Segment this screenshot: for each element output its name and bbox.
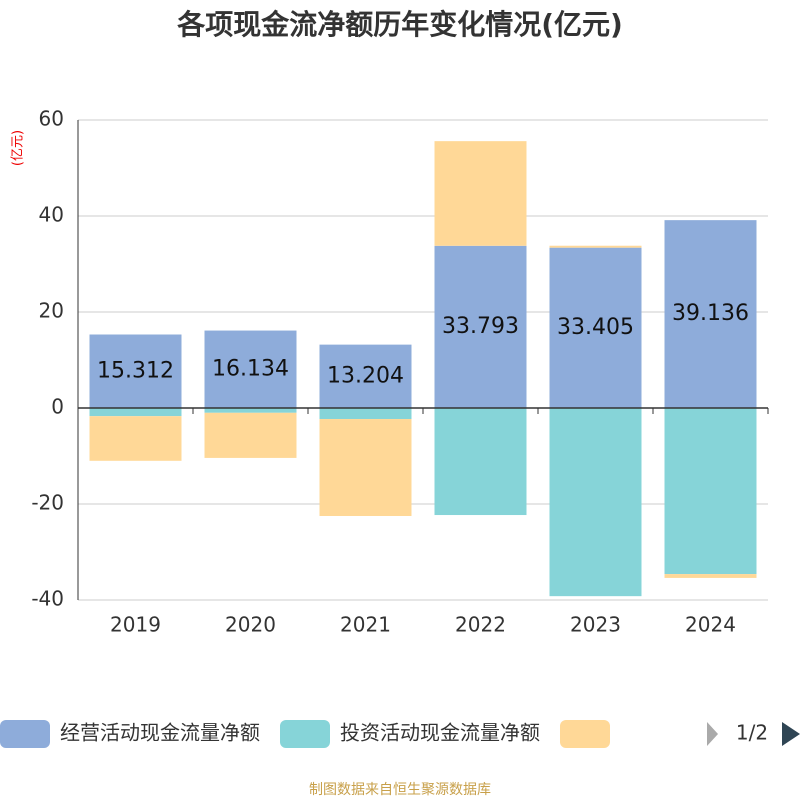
data-label: 33.405 <box>557 315 634 340</box>
bar <box>89 334 182 408</box>
bar <box>89 416 182 461</box>
y-tick-label: -40 <box>31 587 64 611</box>
x-tick-label: 2022 <box>455 613 506 637</box>
x-tick-label: 2019 <box>110 613 161 637</box>
y-tick-label: 40 <box>39 203 64 227</box>
legend-swatch <box>280 720 330 748</box>
bar <box>319 419 412 516</box>
bar <box>434 141 527 246</box>
chart-title: 各项现金流净额历年变化情况(亿元) <box>176 8 623 41</box>
data-label: 15.312 <box>97 358 174 383</box>
bar <box>204 408 297 413</box>
y-unit: (亿元) <box>11 130 26 166</box>
data-label: 33.793 <box>442 314 519 339</box>
legend-next[interactable] <box>782 722 800 746</box>
bar <box>319 344 412 408</box>
data-label: 13.204 <box>327 363 404 388</box>
x-tick-label: 2021 <box>340 613 391 637</box>
bar <box>319 408 412 420</box>
data-label: 39.136 <box>672 301 749 326</box>
y-tick-label: -20 <box>31 491 64 515</box>
legend-pager: 1/2 <box>736 721 768 745</box>
bar <box>664 408 757 575</box>
bar <box>549 245 642 248</box>
legend-swatch <box>560 720 610 748</box>
bar <box>204 330 297 408</box>
bar <box>434 408 527 516</box>
bar <box>434 245 527 408</box>
bar <box>204 412 297 458</box>
legend-label: 经营活动现金流量净额 <box>60 721 260 745</box>
y-tick-label: 0 <box>51 395 64 419</box>
x-tick-label: 2020 <box>225 613 276 637</box>
y-tick-label: 20 <box>39 299 64 323</box>
legend-label: 投资活动现金流量净额 <box>340 721 540 745</box>
bar <box>89 408 182 417</box>
bar <box>664 574 757 578</box>
y-tick-label: 60 <box>39 107 64 131</box>
legend-swatch <box>0 720 50 748</box>
source-note: 制图数据来自恒生聚源数据库 <box>309 782 491 798</box>
bar <box>549 408 642 597</box>
x-tick-label: 2023 <box>570 613 621 637</box>
x-tick-label: 2024 <box>685 613 736 637</box>
data-label: 16.134 <box>212 356 289 381</box>
bar <box>549 247 642 408</box>
legend-prev[interactable] <box>707 722 718 746</box>
bar <box>664 220 757 408</box>
